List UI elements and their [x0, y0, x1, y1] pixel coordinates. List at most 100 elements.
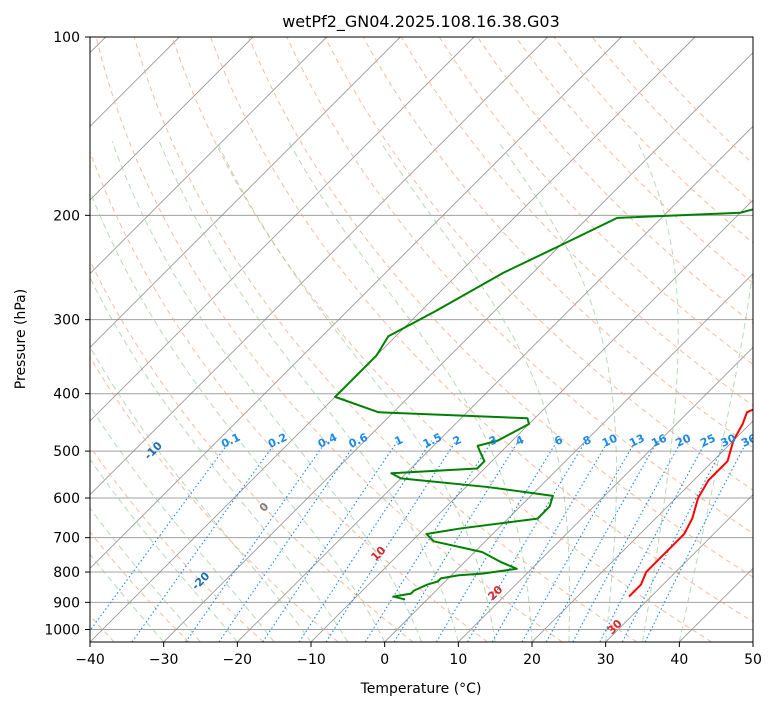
x-tick-label: 40 [670, 652, 688, 668]
mixing-ratio-label: 0.1 [219, 431, 242, 451]
y-axis-label: Pressure (hPa) [13, 289, 29, 389]
dry-adiabat-line [90, 259, 414, 642]
isotherm-line [531, 420, 753, 642]
mixing-ratio-label: 16 [649, 431, 669, 449]
y-tick-label: 900 [53, 595, 80, 611]
mixing-ratio-line [521, 440, 637, 642]
y-tick-label: 200 [53, 208, 80, 224]
y-tick-label: 300 [53, 313, 80, 329]
mixing-ratio-line [572, 440, 683, 642]
isotherm-line [384, 273, 753, 642]
mixing-ratio-line [262, 440, 399, 642]
moist-adiabat-line [636, 141, 679, 642]
y-tick-label: 1000 [44, 622, 80, 638]
mixing-ratio-line [621, 440, 728, 642]
mixing-ratio-line [325, 440, 457, 642]
mixing-ratio-line [131, 440, 278, 642]
x-tick-label: 50 [744, 652, 762, 668]
mixing-ratio-line [599, 440, 707, 642]
temperature-profile-line [628, 408, 753, 598]
isotherm-line [90, 37, 622, 569]
isotherm-line [90, 37, 548, 496]
y-tick-label: 100 [53, 30, 80, 46]
dry-adiabat-label: -10 [142, 439, 165, 462]
mixing-ratio-line [90, 440, 231, 632]
mixing-ratio-line [218, 440, 358, 642]
y-tick-label: 800 [53, 565, 80, 581]
dry-adiabat-line [248, 37, 753, 578]
isotherm-line [752, 641, 753, 642]
dewpoint-profile-line [334, 208, 753, 601]
moist-adiabat-line [90, 405, 275, 642]
mixing-ratio-label: 36 [739, 431, 759, 449]
y-tick-label: 400 [53, 387, 80, 403]
dry-adiabat-line [95, 37, 563, 642]
y-tick-label: 500 [53, 444, 80, 460]
moist-adiabat-line [90, 458, 238, 642]
isotherm-line [90, 37, 254, 201]
x-tick-label: −20 [223, 652, 253, 668]
x-tick-label: −40 [75, 652, 105, 668]
dry-adiabat-label: 20 [485, 583, 505, 603]
moist-adiabat-line [158, 141, 459, 642]
isotherm-line [679, 567, 753, 642]
dry-adiabats [90, 37, 753, 642]
x-tick-label: 10 [449, 652, 467, 668]
moist-adiabat-line [497, 141, 618, 642]
mixing-ratio-line [491, 440, 609, 642]
sounding-profiles [334, 208, 753, 601]
mixing-ratio-line [545, 440, 659, 642]
plot-frame [89, 36, 754, 643]
mixing-ratio-label: 0.4 [316, 431, 339, 451]
x-axis-ticks: −40 −30 −20 −10 0 10 20 30 40 50 [75, 642, 762, 668]
dry-adiabat-line [286, 37, 753, 534]
mixing-ratio-line [644, 440, 748, 642]
mixing-ratio-line [298, 440, 432, 642]
mixing-ratio-label: 0.2 [266, 431, 289, 451]
mixing-ratio-label: 0.6 [347, 431, 370, 451]
mixing-ratio-lines [90, 440, 748, 642]
mixing-ratio-line [185, 440, 328, 642]
isotherm-line [90, 37, 475, 422]
mixing-ratio-line [364, 440, 493, 642]
x-tick-label: 30 [597, 652, 615, 668]
dry-adiabat-line [400, 37, 753, 407]
moist-adiabat-line [216, 141, 496, 642]
y-tick-label: 700 [53, 531, 80, 547]
x-tick-label: 0 [380, 652, 389, 668]
mixing-ratio-label: 30 [719, 431, 739, 449]
isotherm-line [90, 37, 327, 275]
plot-area: -100-90-80-70-60-50-40-30-20-10010203040… [90, 37, 759, 642]
moist-adiabat-line [90, 553, 165, 642]
mixing-ratio-line [393, 440, 520, 642]
moist-adiabats [90, 141, 753, 642]
moist-adiabat-line [90, 507, 201, 642]
isotherm-line [605, 494, 753, 642]
x-tick-label: −10 [296, 652, 326, 668]
isotherm-line [237, 125, 753, 642]
y-axis-ticks: 100 200 300 400 500 600 700 800 900 1000 [44, 30, 90, 638]
moist-adiabat-line [678, 265, 753, 642]
moist-adiabat-line [379, 141, 571, 642]
moist-adiabat-line [90, 345, 312, 642]
isotherm-line [90, 37, 401, 348]
isotherm-line [90, 37, 696, 642]
x-axis-label: Temperature (°C) [360, 681, 482, 697]
dry-adiabat-line [515, 37, 753, 284]
moist-adiabat-line [111, 141, 422, 642]
x-tick-label: 20 [523, 652, 541, 668]
dry-adiabat-line [133, 37, 638, 642]
mixing-ratio-label: 20 [674, 431, 694, 449]
chart-title: wetPf2_GN04.2025.108.16.38.G03 [282, 12, 560, 32]
reference-line-labels: -100-90-80-70-60-50-40-30-20-10010203040… [142, 431, 759, 637]
dry-adiabat-line [171, 37, 712, 642]
mixing-ratio-label: 13 [627, 432, 646, 450]
dry-adiabat-line [90, 150, 488, 642]
isotherm-line [163, 52, 753, 642]
mixing-ratio-label: 25 [698, 432, 717, 450]
y-tick-label: 600 [53, 491, 80, 507]
dry-adiabat-line [90, 356, 339, 642]
isotherm-line [458, 346, 753, 642]
dry-adiabat-line [553, 37, 753, 244]
